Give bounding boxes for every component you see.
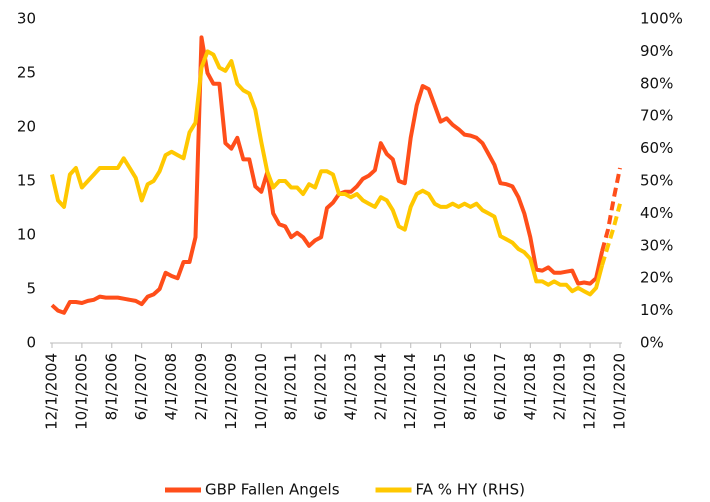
x-tick-label: 2/1/2019 <box>551 353 569 420</box>
x-tick-label: 6/1/2007 <box>132 353 150 420</box>
x-tick-label: 12/1/2004 <box>43 353 61 430</box>
y-tick-label: 5 <box>26 280 36 298</box>
y-tick-label: 0 <box>26 334 36 352</box>
y-tick-label: 25 <box>17 64 36 82</box>
x-tick-label: 2/1/2009 <box>192 353 210 420</box>
x-tick-label: 10/1/2010 <box>252 353 270 430</box>
x-tick-label: 4/1/2018 <box>521 353 539 420</box>
series-line <box>50 35 605 315</box>
x-tick-label: 6/1/2012 <box>312 353 330 420</box>
y-tick-label: 20 <box>17 118 36 136</box>
y2-tick-label: 100% <box>640 10 683 28</box>
series-line <box>50 49 605 297</box>
x-tick-label: 10/1/2005 <box>72 353 90 430</box>
series-line-dashed <box>600 203 622 266</box>
x-tick-label: 2/1/2014 <box>371 353 389 420</box>
y2-tick-label: 10% <box>640 301 673 319</box>
y2-tick-label: 80% <box>640 74 673 92</box>
series-line-dashed <box>600 167 622 252</box>
x-tick-label: 8/1/2016 <box>461 353 479 420</box>
y-tick-label: 30 <box>17 10 36 28</box>
x-tick-label: 12/1/2009 <box>222 353 240 430</box>
y2-tick-label: 30% <box>640 236 673 254</box>
x-tick-label: 8/1/2006 <box>102 353 120 420</box>
y2-tick-label: 90% <box>640 42 673 60</box>
y2-tick-label: 20% <box>640 269 673 287</box>
x-tick-label: 4/1/2008 <box>162 353 180 420</box>
x-tick-label: 10/1/2020 <box>611 353 629 430</box>
x-tick-label: 4/1/2013 <box>341 353 359 420</box>
x-tick-label: 12/1/2019 <box>581 353 599 430</box>
y-tick-label: 10 <box>17 226 36 244</box>
y2-tick-label: 60% <box>640 139 673 157</box>
y2-tick-label: 40% <box>640 204 673 222</box>
legend-label: FA % HY (RHS) <box>416 481 525 499</box>
y2-tick-label: 70% <box>640 107 673 125</box>
legend-label: GBP Fallen Angels <box>205 481 340 499</box>
y-tick-label: 15 <box>17 172 36 190</box>
x-tick-label: 10/1/2015 <box>431 353 449 430</box>
y2-tick-label: 50% <box>640 172 673 190</box>
x-tick-label: 12/1/2014 <box>401 353 419 430</box>
x-tick-label: 8/1/2011 <box>282 353 300 420</box>
x-tick-label: 6/1/2017 <box>491 353 509 420</box>
y2-tick-label: 0% <box>640 334 664 352</box>
